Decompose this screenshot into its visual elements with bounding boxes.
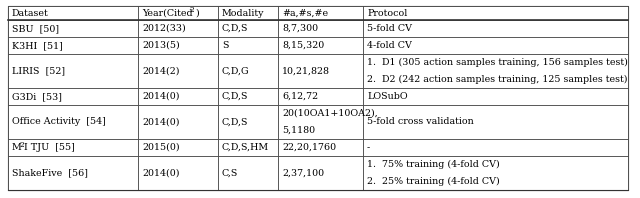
Text: 2.  D2 (242 action samples training, 125 samples test): 2. D2 (242 action samples training, 125 … — [367, 75, 627, 84]
Text: 10,21,828: 10,21,828 — [282, 67, 330, 75]
Text: Protocol: Protocol — [367, 9, 408, 17]
Text: S: S — [222, 41, 228, 50]
Text: G3Di  [53]: G3Di [53] — [12, 92, 62, 101]
Text: 2014(2): 2014(2) — [142, 67, 179, 75]
Bar — [218, 37, 278, 54]
Text: Modality: Modality — [222, 9, 264, 17]
Bar — [278, 105, 363, 139]
Text: ShakeFive  [56]: ShakeFive [56] — [12, 168, 88, 177]
Text: 2014(0): 2014(0) — [142, 92, 179, 101]
Bar — [218, 54, 278, 88]
Text: 2015(0): 2015(0) — [142, 143, 180, 152]
Bar — [363, 139, 628, 156]
Text: LOSubO: LOSubO — [367, 92, 408, 101]
Text: 20(10OA1+10OA2),: 20(10OA1+10OA2), — [282, 109, 378, 118]
Bar — [363, 88, 628, 105]
Text: I TJU  [55]: I TJU [55] — [24, 143, 75, 152]
Text: 5,1180: 5,1180 — [282, 126, 315, 135]
Bar — [138, 139, 218, 156]
Text: M: M — [12, 143, 22, 152]
Bar — [8, 88, 138, 105]
Text: C,D,G: C,D,G — [222, 67, 250, 75]
Bar — [8, 139, 138, 156]
Bar — [278, 139, 363, 156]
Bar — [8, 54, 138, 88]
Bar — [138, 105, 218, 139]
Text: 2: 2 — [190, 7, 195, 14]
Bar — [218, 105, 278, 139]
Bar — [363, 20, 628, 37]
Bar — [278, 88, 363, 105]
Bar — [218, 139, 278, 156]
Bar — [138, 88, 218, 105]
Text: 5-fold CV: 5-fold CV — [367, 24, 412, 33]
Text: 6,12,72: 6,12,72 — [282, 92, 318, 101]
Text: 2.  25% training (4-fold CV): 2. 25% training (4-fold CV) — [367, 177, 500, 186]
Text: C,D,S: C,D,S — [222, 92, 248, 101]
Text: C,D,S: C,D,S — [222, 117, 248, 127]
Text: 8,7,300: 8,7,300 — [282, 24, 318, 33]
Text: C,S: C,S — [222, 168, 238, 177]
Text: 2013(5): 2013(5) — [142, 41, 180, 50]
Bar — [8, 105, 138, 139]
Bar — [218, 20, 278, 37]
Bar — [8, 37, 138, 54]
Bar — [278, 156, 363, 190]
Text: 1.  D1 (305 action samples training, 156 samples test): 1. D1 (305 action samples training, 156 … — [367, 58, 628, 67]
Bar — [218, 156, 278, 190]
Bar — [138, 156, 218, 190]
Bar — [218, 6, 278, 20]
Bar — [138, 37, 218, 54]
Bar — [138, 54, 218, 88]
Bar — [138, 20, 218, 37]
Bar — [278, 54, 363, 88]
Text: 2014(0): 2014(0) — [142, 117, 179, 127]
Text: C,D,S: C,D,S — [222, 24, 248, 33]
Text: 5-fold cross validation: 5-fold cross validation — [367, 117, 474, 127]
Bar — [138, 6, 218, 20]
Text: ): ) — [195, 9, 199, 17]
Text: Office Activity  [54]: Office Activity [54] — [12, 117, 106, 127]
Text: 2: 2 — [19, 141, 24, 149]
Bar — [278, 20, 363, 37]
Text: K3HI  [51]: K3HI [51] — [12, 41, 63, 50]
Text: 2014(0): 2014(0) — [142, 168, 179, 177]
Text: SBU  [50]: SBU [50] — [12, 24, 59, 33]
Text: 4-fold CV: 4-fold CV — [367, 41, 412, 50]
Bar — [8, 20, 138, 37]
Text: LIRIS  [52]: LIRIS [52] — [12, 67, 65, 75]
Text: #a,#s,#e: #a,#s,#e — [282, 9, 328, 17]
Text: 2012(33): 2012(33) — [142, 24, 186, 33]
Bar — [218, 88, 278, 105]
Text: 8,15,320: 8,15,320 — [282, 41, 324, 50]
Bar — [363, 105, 628, 139]
Bar — [8, 6, 138, 20]
Text: Year(Cited: Year(Cited — [142, 9, 193, 17]
Text: 1.  75% training (4-fold CV): 1. 75% training (4-fold CV) — [367, 160, 500, 169]
Bar — [363, 6, 628, 20]
Text: Dataset: Dataset — [12, 9, 49, 17]
Text: 2,37,100: 2,37,100 — [282, 168, 324, 177]
Bar — [278, 6, 363, 20]
Text: C,D,S,HM: C,D,S,HM — [222, 143, 269, 152]
Bar — [363, 54, 628, 88]
Text: 22,20,1760: 22,20,1760 — [282, 143, 336, 152]
Bar — [363, 37, 628, 54]
Bar — [363, 156, 628, 190]
Text: -: - — [367, 143, 371, 152]
Bar — [278, 37, 363, 54]
Bar — [8, 156, 138, 190]
